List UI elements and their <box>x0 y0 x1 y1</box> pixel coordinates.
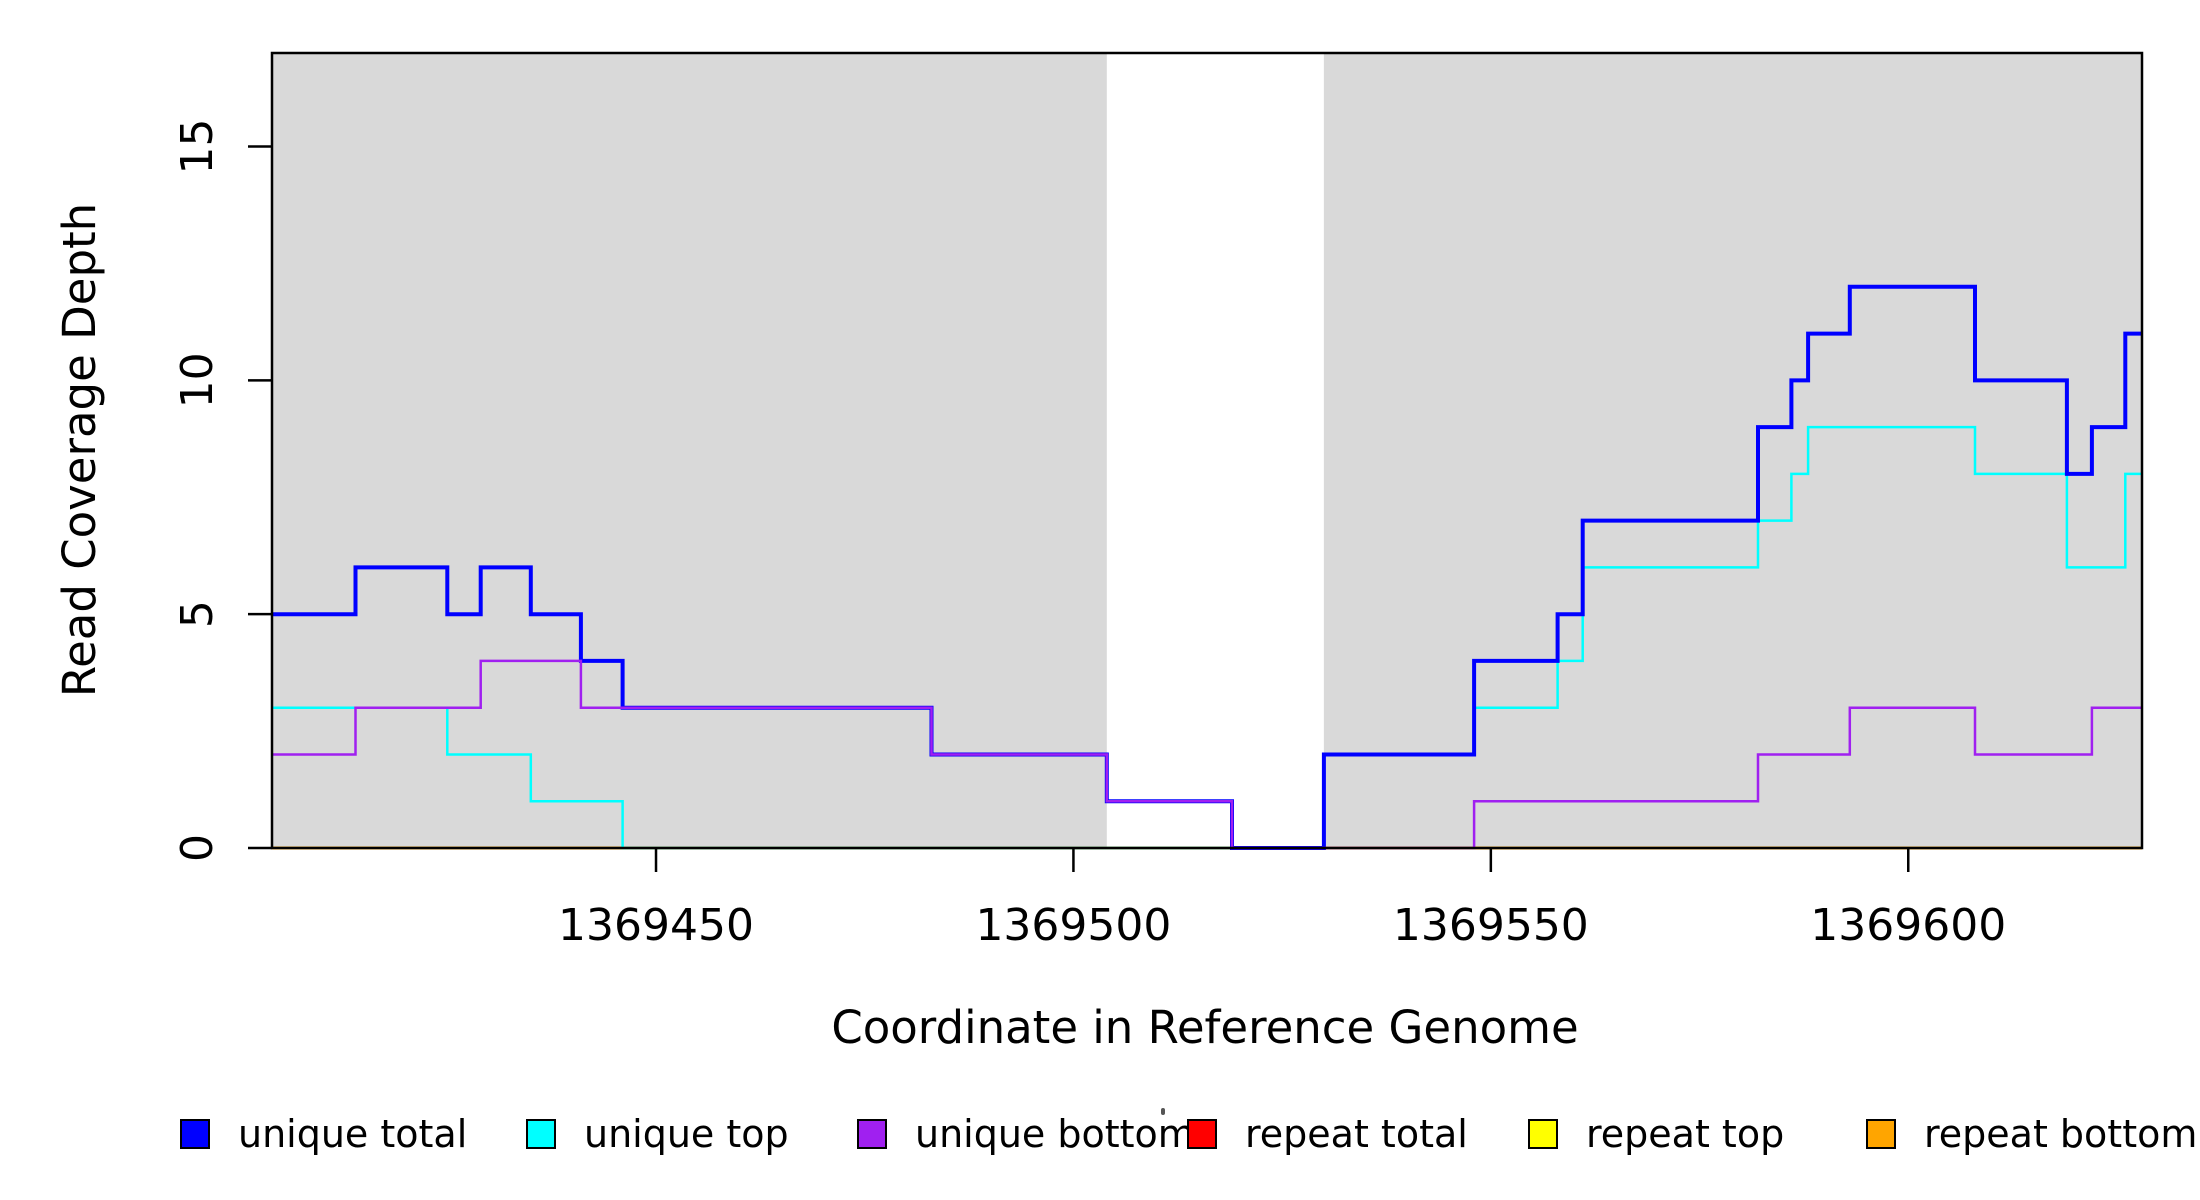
shaded-regions-layer <box>272 53 2142 848</box>
shaded-region <box>1323 53 2142 848</box>
legend-swatch-repeat-bottom <box>1866 1119 1896 1149</box>
legend-item-repeat-total: repeat total <box>1187 1112 1468 1156</box>
x-axis-title: Coordinate in Reference Genome <box>831 1001 1578 1054</box>
x-tick-label: 1369500 <box>975 900 1171 951</box>
y-tick-label: 10 <box>172 352 223 408</box>
legend-item-unique-top: unique top <box>526 1112 789 1156</box>
legend-item-unique-total: unique total <box>180 1112 467 1156</box>
y-tick-label: 0 <box>172 834 223 862</box>
legend: unique total unique top unique bottom repea… <box>0 1112 2200 1162</box>
legend-swatch-repeat-top <box>1528 1119 1558 1149</box>
legend-label: repeat bottom <box>1924 1112 2198 1156</box>
y-axis-title: Read Coverage Depth <box>53 203 106 697</box>
y-tick-label: 15 <box>172 119 223 175</box>
legend-swatch-unique-bottom <box>857 1119 887 1149</box>
legend-swatch-unique-total <box>180 1119 210 1149</box>
plot-box <box>270 51 2144 850</box>
stray-dot <box>1161 1108 1165 1115</box>
axis-ticks-layer: 1369450 1369500 1369550 1369600 0 5 10 15 <box>172 119 2006 951</box>
legend-label: unique top <box>584 1112 789 1156</box>
y-tick-label: 5 <box>172 600 223 628</box>
shaded-region <box>272 53 1107 848</box>
legend-item-repeat-bottom: repeat bottom <box>1866 1112 2197 1156</box>
x-tick-label: 1369550 <box>1393 900 1589 951</box>
legend-swatch-repeat-total <box>1187 1119 1217 1149</box>
legend-item-unique-bottom: unique bottom <box>857 1112 1195 1156</box>
legend-label: unique total <box>238 1112 468 1156</box>
legend-label: unique bottom <box>915 1112 1195 1156</box>
legend-swatch-unique-top <box>526 1119 556 1149</box>
legend-item-repeat-top: repeat top <box>1528 1112 1784 1156</box>
legend-label: repeat top <box>1586 1112 1785 1156</box>
series-unique-bottom <box>272 659 2142 850</box>
x-tick-label: 1369600 <box>1810 900 2006 951</box>
x-tick-label: 1369450 <box>558 900 754 951</box>
legend-label: repeat total <box>1245 1112 1468 1156</box>
series-unique-total <box>272 284 2142 850</box>
